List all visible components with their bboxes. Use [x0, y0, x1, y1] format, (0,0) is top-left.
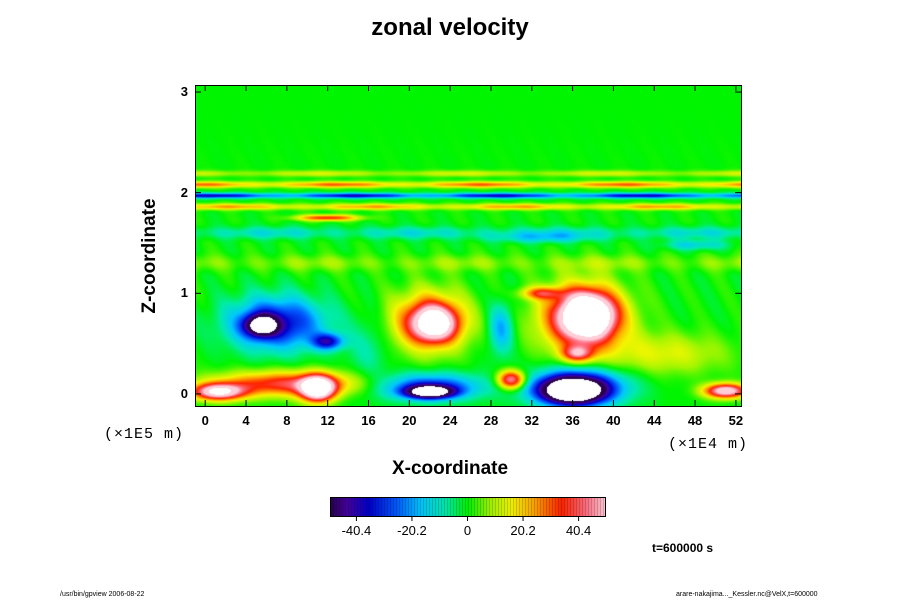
- x-axis-label: X-coordinate: [391, 458, 509, 479]
- y-unit-label: (×1E5 m): [104, 426, 185, 443]
- x-tick-label: 52: [728, 413, 744, 428]
- time-label: t=600000 s: [652, 541, 714, 555]
- y-tick-label: 0: [180, 385, 188, 401]
- x-tick-label: 40: [606, 413, 621, 428]
- y-tick-label: 2: [180, 184, 188, 200]
- footer-left: /usr/bin/gpview 2006-08-22: [60, 591, 145, 598]
- x-unit-label: (×1E4 m): [668, 436, 749, 453]
- x-tick-label: 28: [483, 413, 499, 428]
- colorbar-tick-label: -40.4: [341, 523, 372, 538]
- colorbar-tick-label: -20.2: [397, 523, 427, 538]
- x-tick-label: 4: [242, 413, 250, 428]
- x-tick-label: 8: [283, 413, 291, 428]
- colorbar-tick-label: 0: [463, 523, 472, 538]
- chart-title: zonal velocity: [371, 14, 529, 41]
- x-tick-label: 16: [361, 413, 376, 428]
- heatmap-plot-area: [195, 85, 741, 406]
- x-tick-label: 36: [565, 413, 580, 428]
- y-tick-label: 1: [180, 285, 188, 301]
- x-tick-label: 44: [647, 413, 662, 428]
- footer-right: arare-nakajima..._Kessler.nc@VelX,t=6000…: [676, 591, 818, 598]
- colorbar-tick-label: 40.4: [565, 523, 592, 538]
- x-tick-label: 32: [524, 413, 540, 428]
- y-tick-label: 3: [180, 84, 188, 100]
- x-tick-label: 48: [687, 413, 703, 428]
- y-axis-label: Z-coordinate: [139, 198, 160, 314]
- colorbar: [330, 497, 606, 517]
- x-tick-label: 12: [320, 413, 335, 428]
- x-tick-label: 0: [201, 413, 209, 428]
- x-tick-label: 20: [402, 413, 417, 428]
- x-tick-label: 24: [442, 413, 458, 428]
- colorbar-tick-label: 20.2: [510, 523, 536, 538]
